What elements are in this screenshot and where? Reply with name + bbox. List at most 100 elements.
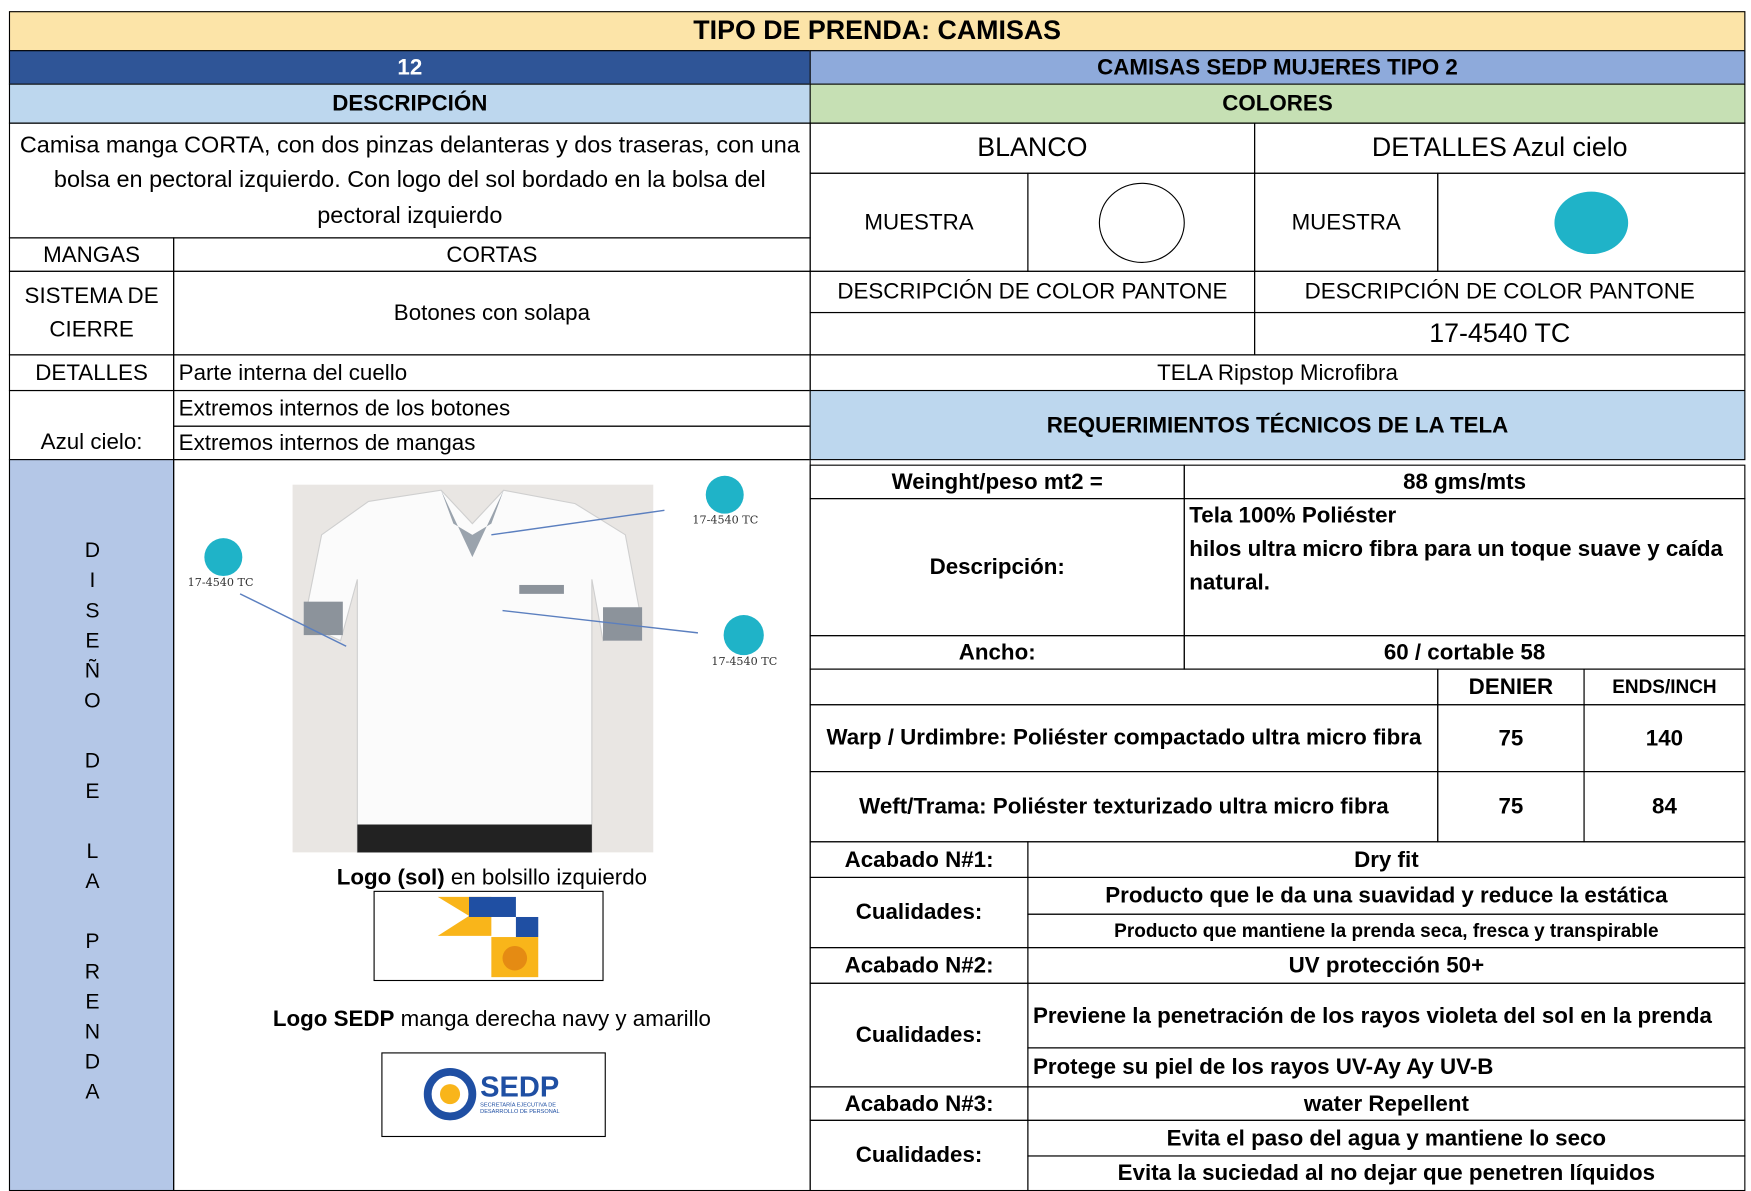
- yarn-denier: 75: [1437, 771, 1585, 843]
- fabric-name: TELA Ripstop Microfibra: [809, 354, 1746, 392]
- quality: Producto que le da una suavidad y reduce…: [1027, 876, 1746, 915]
- text: DISEÑO DE LA PRENDA: [80, 539, 105, 1111]
- annotation: 17-4540 TC: [692, 515, 758, 527]
- text: 17-4540 TC: [187, 577, 254, 590]
- text: 140: [1645, 725, 1684, 751]
- vertical-label: DISEÑO DE LA PRENDA: [8, 459, 175, 1191]
- blank: [809, 668, 1439, 706]
- attribute-value: Botones con solapa: [173, 270, 811, 356]
- text: TIPO DE PRENDA: CAMISAS: [693, 15, 1062, 46]
- pantone-code: [809, 311, 1256, 356]
- text: 84: [1652, 794, 1677, 819]
- logo-subtext: SECRETARÍA EJECUTIVA DE DESARROLLO DE PE…: [480, 1101, 581, 1115]
- text: Producto que le da una suavidad y reduce…: [1105, 883, 1668, 909]
- quality: Evita el paso del agua y mantiene lo sec…: [1027, 1119, 1746, 1157]
- text: Cualidades:: [855, 900, 983, 925]
- text: 17-4540 TC: [711, 656, 778, 669]
- text: Dry fit: [1354, 847, 1419, 872]
- finish-name: UV protección 50+: [1027, 947, 1746, 984]
- text: Extremos internos de los botones: [178, 396, 511, 421]
- text: SECRETARÍA EJECUTIVA DE DESARROLLO DE PE…: [480, 1101, 560, 1115]
- text: SISTEMA DE CIERRE: [24, 284, 159, 343]
- text: 12: [397, 55, 423, 80]
- text: Cualidades:: [855, 1143, 983, 1168]
- text: Cualidades:: [855, 1022, 983, 1048]
- sample-label: MUESTRA: [1254, 172, 1439, 272]
- text: DETALLES Azul cielo: [1371, 132, 1628, 163]
- logo-text: SEDP: [480, 1072, 559, 1101]
- text: 75: [1498, 725, 1524, 751]
- attribute-label: MANGAS: [8, 237, 175, 272]
- text: Parte interna del cuello: [178, 360, 408, 385]
- color-name: BLANCO: [809, 122, 1256, 174]
- text-line: 60 / cortable 58: [1384, 636, 1545, 668]
- yarn-header: ENDS/INCH: [1583, 668, 1746, 706]
- text: 75: [1498, 794, 1524, 819]
- text: Warp / Urdimbre: Poliéster compactado ul…: [826, 725, 1422, 750]
- finish-label: Acabado N#3:: [809, 1086, 1029, 1121]
- details-label: DETALLES: [8, 354, 175, 392]
- quality: Producto que mantiene la prenda seca, fr…: [1027, 913, 1746, 949]
- text: Camisa manga CORTA, con dos pinzas delan…: [19, 132, 800, 229]
- yarn-denier: 75: [1437, 704, 1585, 773]
- detail-item: Extremos internos de los botones: [173, 389, 811, 427]
- text: Azul cielo:: [40, 430, 143, 455]
- annotation: 17-4540 TC: [711, 656, 777, 668]
- text-line: 88 gms/mts: [1403, 466, 1526, 498]
- text: MUESTRA: [864, 210, 974, 235]
- text: UV protección 50+: [1288, 953, 1485, 978]
- qualities-label: Cualidades:: [809, 876, 1029, 949]
- spec-value: 60 / cortable 58: [1183, 635, 1746, 670]
- spec-label: Descripción:: [809, 498, 1185, 637]
- details-color: Azul cielo:: [8, 389, 175, 461]
- text: Acabado N#1:: [844, 847, 994, 872]
- annotation: 17-4540 TC: [188, 577, 254, 589]
- text: BLANCO: [977, 132, 1088, 163]
- qualities-label: Cualidades:: [809, 982, 1029, 1088]
- text: DESCRIPCIÓN DE COLOR PANTONE: [837, 279, 1228, 305]
- title: TIPO DE PRENDA: CAMISAS: [8, 11, 1746, 52]
- description-text: Camisa manga CORTA, con dos pinzas delan…: [8, 122, 811, 239]
- text: Weinght/peso mt2 =: [891, 469, 1103, 495]
- text: COLORES: [1222, 91, 1333, 116]
- quality: Previene la penetración de los rayos vio…: [1027, 982, 1746, 1049]
- text: DENIER: [1468, 674, 1554, 700]
- text: Logo (sol): [336, 865, 445, 890]
- text: MANGAS: [43, 242, 140, 267]
- text: Ancho:: [958, 640, 1036, 665]
- text: Logo SEDP: [272, 1006, 395, 1032]
- caption: Logo SEDP manga derecha navy y amarillo: [173, 1001, 811, 1038]
- text: REQUERIMIENTOS TÉCNICOS DE LA TELA: [1046, 412, 1509, 438]
- text: DETALLES: [35, 360, 148, 385]
- sample-label: MUESTRA: [809, 172, 1029, 272]
- detail-item: Extremos internos de mangas: [173, 425, 811, 461]
- text: ENDS/INCH: [1612, 676, 1717, 698]
- text: SEDP: [480, 1069, 560, 1104]
- color-name: DETALLES Azul cielo: [1254, 122, 1746, 174]
- caption: Logo (sol) en bolsillo izquierdo: [173, 860, 811, 895]
- text: hilos ultra micro fibra para un toque su…: [1189, 537, 1723, 595]
- section-header: REQUERIMIENTOS TÉCNICOS DE LA TELA: [809, 389, 1746, 461]
- spec-label: Ancho:: [809, 635, 1185, 670]
- text: MUESTRA: [1291, 210, 1401, 235]
- text: Evita la suciedad al no dejar que penetr…: [1117, 1160, 1656, 1186]
- text: CORTAS: [446, 242, 538, 267]
- text: Tela 100% Poliéster: [1189, 503, 1397, 529]
- text: Descripción:: [929, 554, 1065, 580]
- attribute-value: CORTAS: [173, 237, 811, 272]
- finish-label: Acabado N#1:: [809, 841, 1029, 878]
- yarn-ends: 84: [1583, 771, 1746, 843]
- text: Protege su piel de los rayos UV-Ay Ay UV…: [1032, 1055, 1494, 1080]
- yarn-header: DENIER: [1437, 668, 1585, 706]
- pantone-label: DESCRIPCIÓN DE COLOR PANTONE: [809, 270, 1256, 314]
- detail-item: Parte interna del cuello: [173, 354, 811, 392]
- swatch: [1098, 182, 1185, 263]
- text-line: Logo SEDP manga derecha navy y amarillo: [273, 1002, 711, 1035]
- section-header: COLORES: [809, 83, 1746, 124]
- text: DESCRIPCIÓN DE COLOR PANTONE: [1304, 279, 1695, 305]
- text-line: hilos ultra micro fibra para un toque su…: [1189, 533, 1740, 600]
- quality: Evita la suciedad al no dejar que penetr…: [1027, 1155, 1746, 1191]
- attribute-label: SISTEMA DE CIERRE: [8, 270, 175, 356]
- finish-label: Acabado N#2:: [809, 947, 1029, 984]
